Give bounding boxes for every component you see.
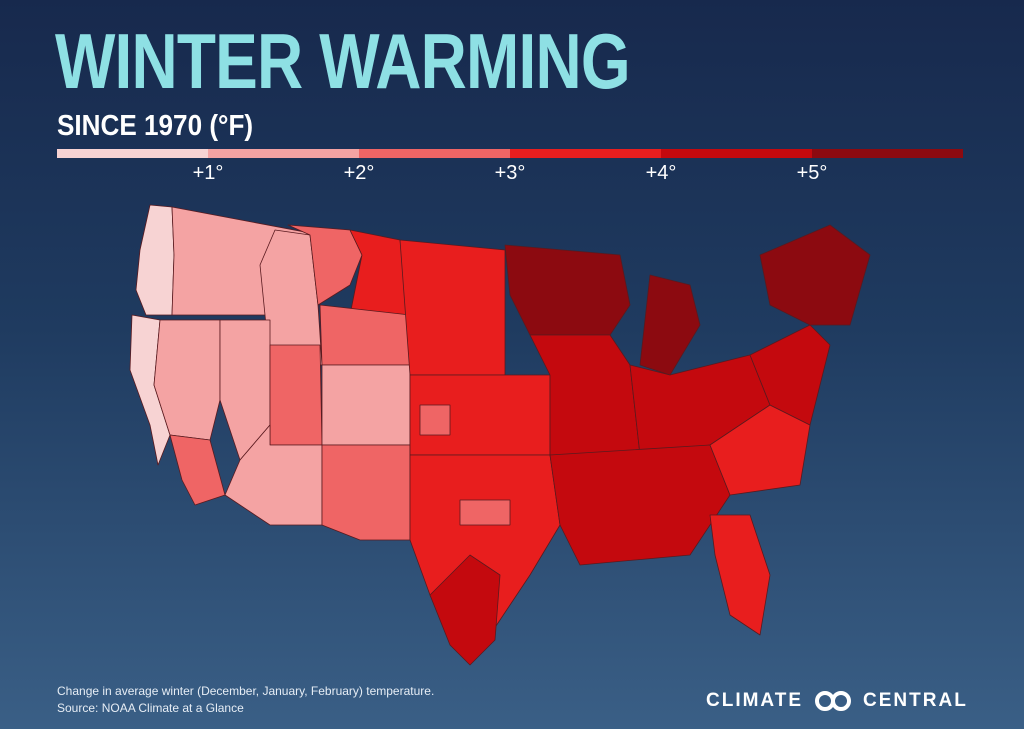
scale-label: +1° [192, 162, 224, 184]
color-scale-bar [57, 149, 963, 158]
brand-right-text: CENTRAL [863, 690, 968, 711]
map-region: Northern Plains [399, 239, 506, 376]
map-region: New England [759, 224, 871, 326]
map-region: Texas Gulf Coast [429, 554, 501, 666]
map-region: Southeast [549, 444, 731, 566]
map-region: Kansas Northeast [419, 404, 451, 436]
map-region: Georgia & Carolinas [709, 404, 811, 496]
map-region: Utah [269, 344, 323, 446]
scale-label: +3° [494, 162, 526, 184]
scale-segment-0 [57, 149, 208, 158]
climate-central-logo: CLIMATE CENTRAL [706, 690, 968, 712]
scale-segment-5 [812, 149, 963, 158]
map-region: Mid-Atlantic [749, 324, 831, 426]
map-region: Colorado [321, 364, 411, 446]
us-choropleth-map: Pacific Northwest coastWashington & Oreg… [129, 204, 871, 666]
scale-segment-3 [510, 149, 661, 158]
map-region: Pacific Northwest coast [135, 204, 175, 316]
footnote: Change in average winter (December, Janu… [57, 683, 434, 717]
map-region: Wyoming [319, 304, 411, 366]
page-subtitle: SINCE 1970 (°F) [57, 110, 254, 142]
map-region: Central Oklahoma [459, 499, 511, 526]
scale-segment-1 [208, 149, 359, 158]
linked-circles-icon [815, 691, 852, 711]
page-title: WINTER WARMING [55, 17, 631, 105]
scale-label: +5° [796, 162, 828, 184]
footnote-source: Source: NOAA Climate at a Glance [57, 701, 244, 715]
scale-segment-4 [661, 149, 812, 158]
map-region: New Mexico [321, 444, 411, 541]
scale-label: +2° [343, 162, 375, 184]
brand-left-text: CLIMATE [706, 690, 804, 711]
scale-segment-2 [359, 149, 510, 158]
map-region: Southern California [169, 434, 226, 506]
map-region: Michigan [639, 274, 701, 376]
map-region: Minnesota & Wisconsin [504, 244, 631, 336]
footnote-description: Change in average winter (December, Janu… [57, 684, 435, 698]
scale-label: +4° [645, 162, 677, 184]
map-region: Florida [709, 514, 771, 636]
